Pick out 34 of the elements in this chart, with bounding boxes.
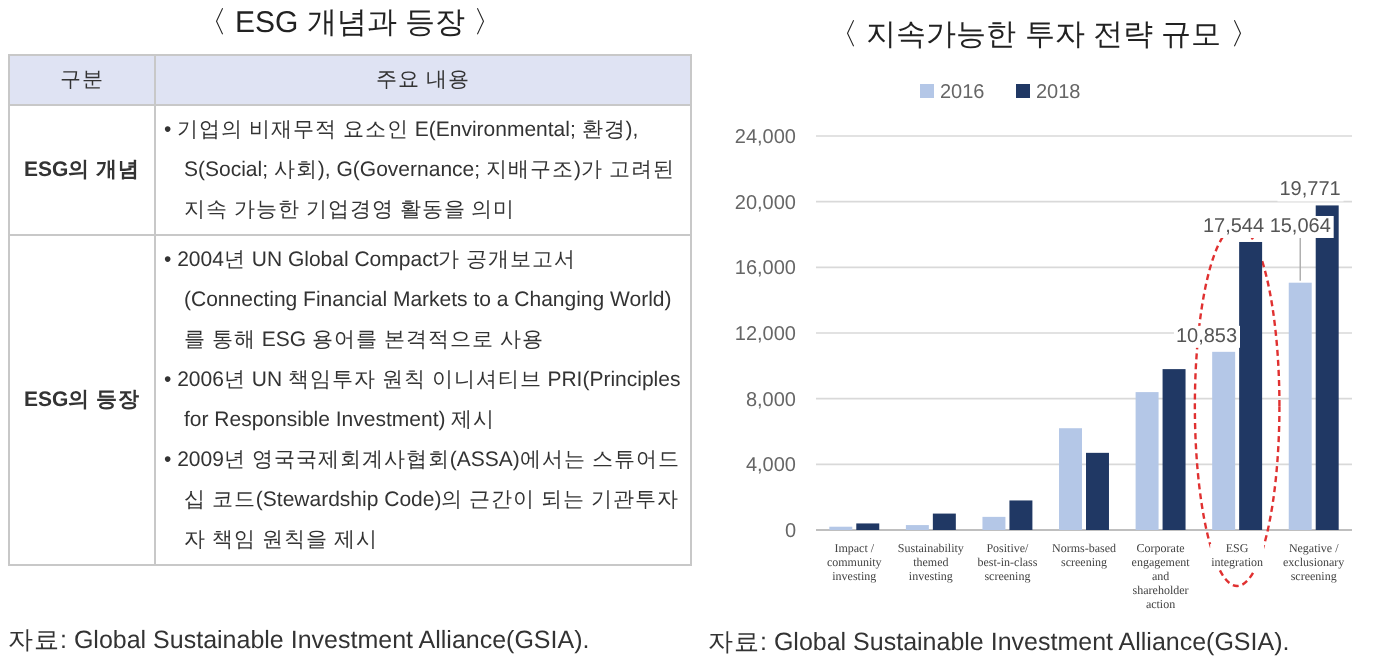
category-label: 구분 [9,55,155,105]
bar [932,513,956,530]
y-tick-label: 8,000 [745,389,797,412]
text: 자료: Global Sustainable Investment Alliance(GSIA). [8,624,590,658]
bar [1009,500,1033,530]
text: 자료: Global Sustainable Investment Alliance(GSIA). [708,628,1290,656]
bar [1239,241,1263,530]
text: 〈 ESG 개념과 등장 〉 [194,4,506,42]
bar [982,516,1006,530]
bar [1086,452,1109,530]
text: • 2004년 UN Global Compact가 공개보고서 (Connecting Financial Markets to a Changing World)를 통해 ESG 용어를 본격적으로 사용 • 2006년 UN 책임투자 원칙 이니셔티브 PRI(Principles for Responsible Investment) 제시 • 2009년 영국국제회계사협회(ASSA)에서는 스튜어드십 코드(Stewardship Code)의 근간이 되는 기관투자자 책임 원칙을 제시 [164,248,681,552]
data-label: 15,064 [1269,215,1332,238]
category-label: ESG의 개념 [23,158,141,182]
bar [1135,392,1159,530]
category-label: 주요 내용 [155,55,691,105]
legend-label: 2016 [940,82,986,104]
category-label: ESG의 등장 [23,388,141,412]
y-tick-label: 16,000 [734,258,797,281]
y-tick-label: 24,000 [734,127,797,149]
data-label: 17,544 [1202,215,1265,238]
bar [1212,351,1236,530]
chart-title: 〈 지속가능한 투자 전략 규모 〉 [828,18,1260,52]
bar [856,523,880,530]
legend-label: 2018 [1036,82,1082,104]
y-tick-label: 20,000 [734,192,797,215]
bar [1059,428,1082,530]
text: • 기업의 비재무적 요소인 E(Environmental; 환경), S(Social; 사회), G(Governance; 지배구조)가 고려된 지속 가능한 기업경영 활동을 의미 [164,118,675,222]
y-tick-label: 0 [784,521,797,543]
data-label: 10,853 [1175,325,1238,348]
data-label: 19,771 [1279,179,1342,202]
y-tick-label: 12,000 [734,324,797,346]
bar [1288,282,1312,530]
y-tick-label: 4,000 [745,455,797,478]
bar [1162,369,1186,530]
